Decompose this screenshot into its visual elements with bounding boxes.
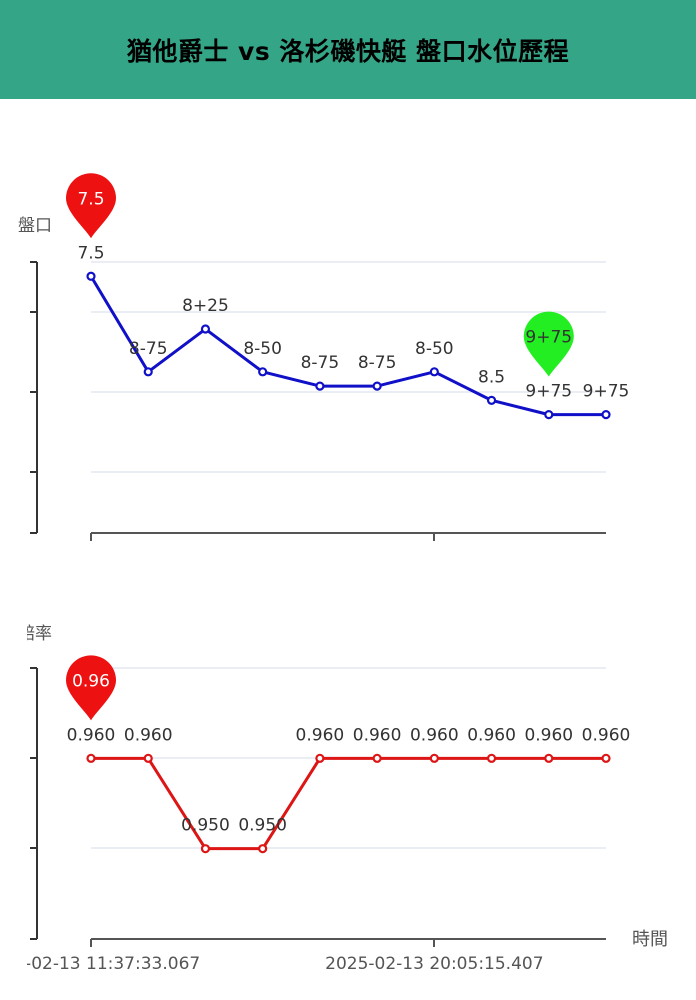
- data-point[interactable]: [315, 381, 325, 391]
- handicap-chart: 盤口 7.5 8-75 8+25 8-50 8-75 8-75 8-50 8.5 9+75 9+7…: [18, 173, 629, 541]
- data-label: 8-75: [129, 339, 168, 359]
- marker-shape: [66, 655, 116, 721]
- data-label: 0.950: [181, 816, 230, 836]
- data-point[interactable]: [601, 753, 611, 763]
- data-point[interactable]: [601, 410, 611, 420]
- data-point[interactable]: [200, 844, 211, 854]
- data-point[interactable]: [86, 271, 96, 281]
- data-point[interactable]: [315, 753, 325, 763]
- marker-shape: [66, 173, 116, 239]
- x-tick-label: 2025-02-13 20:05:15.407: [325, 954, 543, 974]
- marker-shape: [523, 311, 574, 377]
- data-point[interactable]: [200, 324, 211, 334]
- marker-label: 0.96: [72, 671, 110, 691]
- data-point[interactable]: [544, 753, 554, 763]
- data-label: 8-50: [243, 339, 282, 359]
- odds-x-tick-labels: 2025-02-13 11:37:33.067 2025-02-13 20:05:…: [0, 954, 544, 974]
- data-label: 0.960: [410, 725, 459, 745]
- data-label: 0.960: [124, 725, 173, 745]
- data-label: 0.960: [524, 725, 573, 745]
- data-point[interactable]: [429, 367, 439, 377]
- data-label: 8-75: [358, 353, 397, 373]
- data-label: 0.960: [67, 725, 116, 745]
- handicap-axis-label: 盤口: [18, 216, 52, 236]
- data-point[interactable]: [372, 753, 382, 763]
- min-marker-pin: 9+75: [523, 311, 574, 377]
- data-label: 7.5: [77, 243, 104, 263]
- data-point[interactable]: [86, 753, 96, 763]
- odds-x-axis-label: 時間: [632, 929, 668, 950]
- data-label: 8.5: [478, 367, 505, 387]
- data-point[interactable]: [429, 753, 439, 763]
- page-header: 猶他爵士 vs 洛杉磯快艇 盤口水位歷程: [0, 0, 696, 99]
- data-label: 0.960: [353, 725, 402, 745]
- data-label: 8-50: [415, 339, 454, 359]
- data-point[interactable]: [143, 753, 153, 763]
- data-point[interactable]: [258, 844, 268, 854]
- data-point[interactable]: [486, 395, 497, 405]
- odds-axis-label: 賠率: [18, 624, 52, 644]
- data-label: 0.960: [582, 725, 631, 745]
- data-point[interactable]: [544, 410, 554, 420]
- odds-chart: 賠率 時間 2025-02-13 11:37:33.067 2025-02-13 …: [0, 624, 668, 974]
- max-marker-pin: 7.5: [66, 173, 116, 239]
- data-label: 9+75: [525, 382, 572, 402]
- data-point[interactable]: [486, 753, 497, 763]
- data-label: 0.960: [467, 725, 516, 745]
- marker-label: 9+75: [525, 328, 572, 348]
- data-label: 8-75: [301, 353, 340, 373]
- data-point[interactable]: [143, 367, 153, 377]
- handicap-grid: [91, 261, 606, 473]
- x-tick-label: 2025-02-13 11:37:33.067: [0, 954, 200, 974]
- data-label: 0.960: [296, 725, 345, 745]
- series-line: [91, 756, 606, 851]
- marker-label: 7.5: [77, 189, 104, 209]
- handicap-series: 7.5 8-75 8+25 8-50 8-75 8-75 8-50 8.5 9+75 9+75 7.…: [66, 173, 630, 420]
- data-label: 8+25: [182, 296, 229, 316]
- data-point[interactable]: [372, 381, 382, 391]
- data-point[interactable]: [258, 367, 268, 377]
- data-label: 9+75: [583, 382, 630, 402]
- max-marker-pin: 0.96: [66, 655, 116, 721]
- data-label: 0.950: [238, 816, 287, 836]
- series-line: [89, 275, 606, 417]
- page-title: 猶他爵士 vs 洛杉磯快艇 盤口水位歷程: [126, 36, 570, 66]
